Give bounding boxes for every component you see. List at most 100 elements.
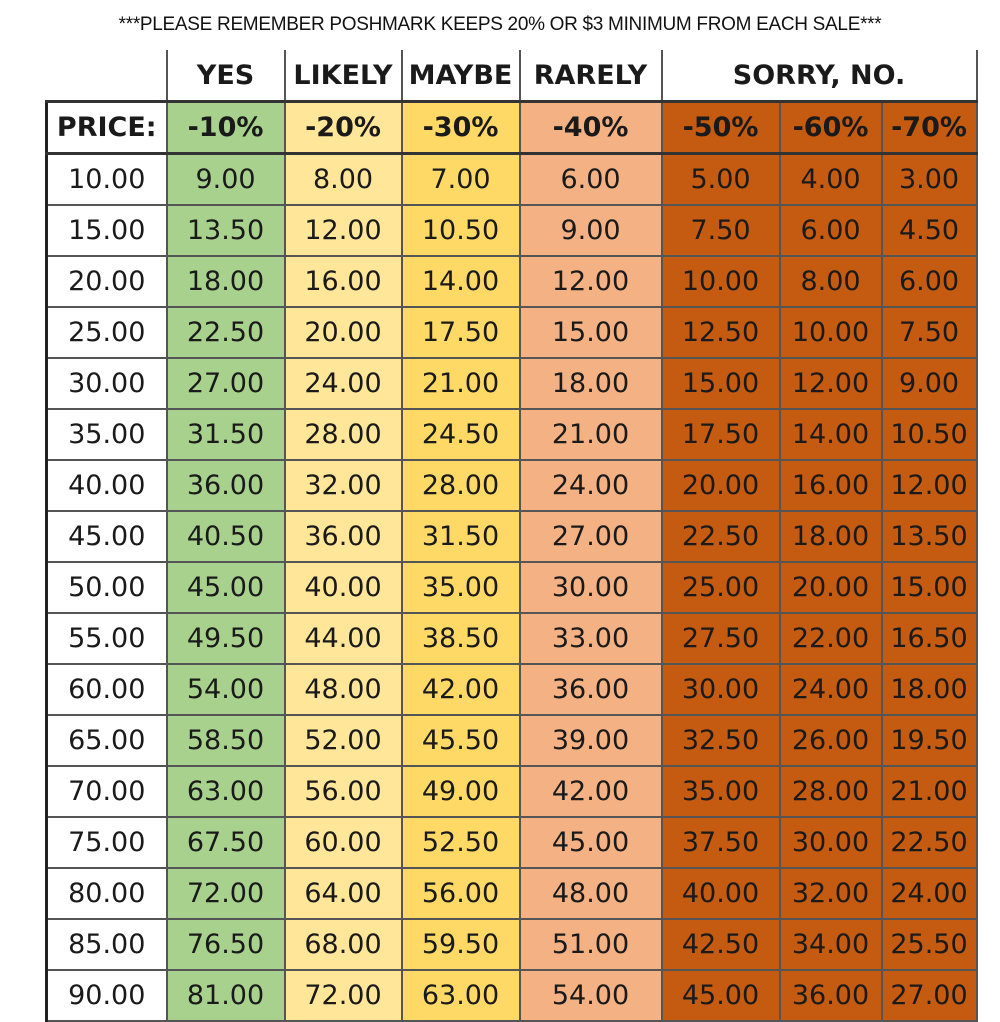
price-cell: 45.00 — [45, 510, 168, 563]
discounted-price-cell: 28.00 — [283, 408, 403, 461]
discounted-price-cell: 15.00 — [880, 561, 978, 614]
discounted-price-cell: 30.00 — [778, 816, 882, 869]
price-cell: 65.00 — [45, 714, 168, 767]
discounted-price-cell: 14.00 — [778, 408, 882, 461]
group-likely: LIKELY — [283, 50, 403, 103]
price-cell: 70.00 — [45, 765, 168, 818]
discounted-price-cell: 24.00 — [778, 663, 882, 716]
discounted-price-cell: 39.00 — [518, 714, 663, 767]
discounted-price-cell: 9.00 — [880, 357, 978, 410]
discounted-price-cell: 63.00 — [165, 765, 286, 818]
column-header-row: PRICE: -10% -20% -30% -40% -50% -60% -70… — [45, 100, 978, 155]
discounted-price-cell: 48.00 — [283, 663, 403, 716]
price-cell: 55.00 — [45, 612, 168, 665]
discounted-price-cell: 31.50 — [165, 408, 286, 461]
group-yes: YES — [165, 50, 286, 103]
discounted-price-cell: 37.50 — [660, 816, 780, 869]
discounted-price-cell: 17.50 — [400, 306, 521, 359]
group-sorry-no: SORRY, NO. — [660, 50, 978, 103]
price-header: PRICE: — [45, 100, 168, 155]
discounted-price-cell: 34.00 — [778, 918, 882, 971]
group-header-row: YES LIKELY MAYBE RARELY SORRY, NO. — [46, 50, 978, 103]
discounted-price-cell: 4.50 — [880, 204, 978, 257]
discount-header: -40% — [518, 100, 663, 155]
discounted-price-cell: 18.00 — [518, 357, 663, 410]
price-cell: 75.00 — [45, 816, 168, 869]
discounted-price-cell: 40.00 — [283, 561, 403, 614]
discounted-price-cell: 42.50 — [660, 918, 780, 971]
discount-header: -70% — [880, 100, 978, 155]
discounted-price-cell: 59.50 — [400, 918, 521, 971]
discounted-price-cell: 32.00 — [778, 867, 882, 920]
discounted-price-cell: 21.00 — [400, 357, 521, 410]
discounted-price-cell: 8.00 — [778, 255, 882, 308]
discounted-price-cell: 76.50 — [165, 918, 286, 971]
table-row: 70.00 63.00 56.00 49.00 42.00 35.00 28.00 21.00 — [45, 765, 978, 818]
discounted-price-cell: 24.00 — [880, 867, 978, 920]
discounted-price-cell: 10.00 — [778, 306, 882, 359]
discounted-price-cell: 6.00 — [880, 255, 978, 308]
discounted-price-cell: 12.00 — [518, 255, 663, 308]
table-row: 30.00 27.00 24.00 21.00 18.00 15.00 12.00 9.00 — [45, 357, 978, 410]
discounted-price-cell: 68.00 — [283, 918, 403, 971]
discounted-price-cell: 28.00 — [778, 765, 882, 818]
discounted-price-cell: 36.00 — [518, 663, 663, 716]
discounted-price-cell: 45.00 — [660, 969, 780, 1022]
table-row: 65.00 58.50 52.00 45.50 39.00 32.50 26.00 19.50 — [45, 714, 978, 767]
discounted-price-cell: 60.00 — [283, 816, 403, 869]
discounted-price-cell: 42.00 — [400, 663, 521, 716]
price-cell: 35.00 — [45, 408, 168, 461]
discounted-price-cell: 6.00 — [518, 152, 663, 206]
table-row: 25.00 22.50 20.00 17.50 15.00 12.50 10.00 7.50 — [45, 306, 978, 359]
table-row: 75.00 67.50 60.00 52.50 45.00 37.50 30.00 22.50 — [45, 816, 978, 869]
discounted-price-cell: 35.00 — [400, 561, 521, 614]
table-row: 80.00 72.00 64.00 56.00 48.00 40.00 32.00 24.00 — [45, 867, 978, 920]
price-cell: 15.00 — [45, 204, 168, 257]
discounted-price-cell: 28.00 — [400, 459, 521, 512]
discounted-price-cell: 22.50 — [165, 306, 286, 359]
discounted-price-cell: 40.00 — [660, 867, 780, 920]
discounted-price-cell: 72.00 — [165, 867, 286, 920]
discounted-price-cell: 24.00 — [283, 357, 403, 410]
discounted-price-cell: 20.00 — [660, 459, 780, 512]
poshmark-fee-note: ***PLEASE REMEMBER POSHMARK KEEPS 20% OR… — [118, 14, 882, 35]
discount-header: -20% — [283, 100, 403, 155]
discounted-price-cell: 51.00 — [518, 918, 663, 971]
table-row: 60.00 54.00 48.00 42.00 36.00 30.00 24.00 18.00 — [45, 663, 978, 716]
table-row: 35.00 31.50 28.00 24.50 21.00 17.50 14.00 10.50 — [45, 408, 978, 461]
discount-header: -30% — [400, 100, 521, 155]
group-rarely: RARELY — [518, 50, 663, 103]
discounted-price-cell: 21.00 — [518, 408, 663, 461]
discounted-price-cell: 7.50 — [880, 306, 978, 359]
table-row: 10.00 9.00 8.00 7.00 6.00 5.00 4.00 3.00 — [45, 152, 978, 206]
discounted-price-cell: 45.00 — [165, 561, 286, 614]
discounted-price-cell: 40.50 — [165, 510, 286, 563]
discounted-price-cell: 22.00 — [778, 612, 882, 665]
discounted-price-cell: 10.50 — [400, 204, 521, 257]
discounted-price-cell: 58.50 — [165, 714, 286, 767]
discounted-price-cell: 49.00 — [400, 765, 521, 818]
discounted-price-cell: 42.00 — [518, 765, 663, 818]
discounted-price-cell: 18.00 — [880, 663, 978, 716]
discounted-price-cell: 20.00 — [283, 306, 403, 359]
discount-header: -60% — [778, 100, 882, 155]
price-cell: 50.00 — [45, 561, 168, 614]
table-row: 40.00 36.00 32.00 28.00 24.00 20.00 16.00 12.00 — [45, 459, 978, 512]
discounted-price-cell: 5.00 — [660, 152, 780, 206]
price-cell: 30.00 — [45, 357, 168, 410]
discounted-price-cell: 31.50 — [400, 510, 521, 563]
table-row: 15.00 13.50 12.00 10.50 9.00 7.50 6.00 4.50 — [45, 204, 978, 257]
discounted-price-cell: 20.00 — [778, 561, 882, 614]
price-cell: 60.00 — [45, 663, 168, 716]
price-cell: 20.00 — [45, 255, 168, 308]
discounted-price-cell: 15.00 — [518, 306, 663, 359]
discounted-price-cell: 7.50 — [660, 204, 780, 257]
discounted-price-cell: 36.00 — [778, 969, 882, 1022]
discounted-price-cell: 63.00 — [400, 969, 521, 1022]
discounted-price-cell: 33.00 — [518, 612, 663, 665]
discounted-price-cell: 13.50 — [880, 510, 978, 563]
discounted-price-cell: 48.00 — [518, 867, 663, 920]
price-cell: 90.00 — [45, 969, 168, 1022]
discounted-price-cell: 49.50 — [165, 612, 286, 665]
table-row: 50.00 45.00 40.00 35.00 30.00 25.00 20.00 15.00 — [45, 561, 978, 614]
